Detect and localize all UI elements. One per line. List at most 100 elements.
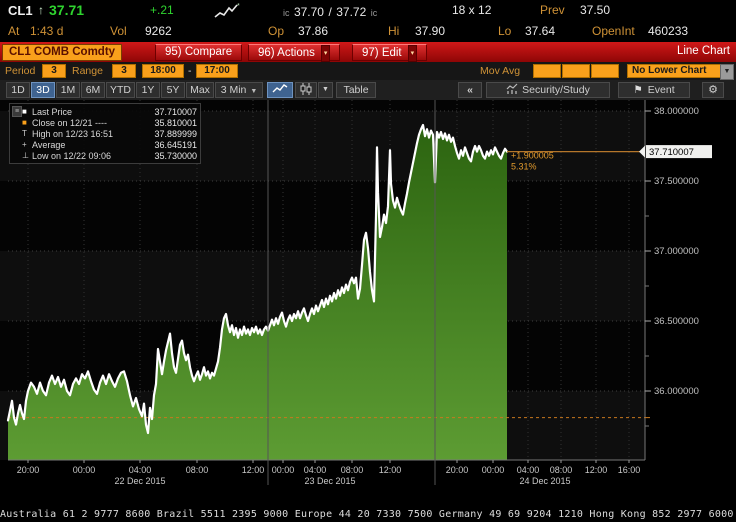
at-time: 1:43 d bbox=[30, 24, 64, 38]
legend-handle-button[interactable]: ≡ bbox=[12, 106, 22, 117]
svg-text:22 Dec 2015: 22 Dec 2015 bbox=[114, 476, 165, 486]
interval-caret-icon: ▼ bbox=[250, 88, 258, 95]
end-time-input[interactable]: 17:00 bbox=[196, 64, 238, 78]
edit-label: 97) Edit bbox=[362, 47, 402, 59]
legend-label: Low on 12/22 09:06 bbox=[32, 150, 112, 161]
svg-text:37.000000: 37.000000 bbox=[654, 246, 699, 257]
settings-bar: Period 3 Range 3 18:00 - 17:00 Mov Avg N… bbox=[0, 62, 736, 81]
low-label: Lo bbox=[498, 24, 512, 38]
mov-avg-input-1[interactable] bbox=[533, 64, 561, 78]
volume: 9262 bbox=[145, 24, 172, 38]
start-time-input[interactable]: 18:00 bbox=[142, 64, 184, 78]
svg-text:36.000000: 36.000000 bbox=[654, 386, 699, 397]
chart-area: 38.000000 37.500000 37.000000 36.500000 36.0… bbox=[0, 100, 736, 487]
range-button-3D[interactable]: 3D bbox=[31, 82, 55, 98]
table-button[interactable]: Table bbox=[336, 82, 376, 98]
sparkline-icon: * bbox=[214, 3, 240, 18]
candlestick-icon bbox=[300, 83, 312, 95]
range-button-YTD[interactable]: YTD bbox=[106, 82, 135, 98]
svg-text:23 Dec 2015: 23 Dec 2015 bbox=[304, 476, 355, 486]
svg-text:37.500000: 37.500000 bbox=[654, 176, 699, 187]
legend-label: High on 12/23 16:51 bbox=[32, 128, 114, 139]
svg-text:38.000000: 38.000000 bbox=[654, 106, 699, 117]
legend-row-2: T High on 12/23 16:51 37.889999 bbox=[22, 128, 197, 139]
line-chart-type-button[interactable] bbox=[267, 82, 293, 98]
svg-text:12:00: 12:00 bbox=[242, 465, 265, 475]
open-price: 37.86 bbox=[298, 24, 329, 38]
ask-suffix: ic bbox=[370, 8, 378, 18]
chart-settings-gear-button[interactable]: ⚙ bbox=[702, 82, 724, 98]
open-label: Op bbox=[268, 24, 285, 38]
flag-icon: ⚑ bbox=[633, 84, 643, 96]
quote-bar: CL1 ↑ 37.71 +.21 * ic 37.70 / 37.72 ic 1… bbox=[0, 0, 736, 22]
range-button-5Y[interactable]: 5Y bbox=[161, 82, 185, 98]
quote-separator: / bbox=[328, 5, 332, 19]
legend-value: 37.710007 bbox=[154, 106, 197, 117]
ask-price: 37.72 bbox=[336, 5, 367, 19]
range-button-Max[interactable]: Max bbox=[186, 82, 214, 98]
svg-text:00:00: 00:00 bbox=[73, 465, 96, 475]
edit-button[interactable]: 97) Edit ▾ bbox=[352, 44, 428, 62]
svg-text:20:00: 20:00 bbox=[446, 465, 469, 475]
range-button-1M[interactable]: 1M bbox=[56, 82, 80, 98]
footer-contact-line1: Australia 61 2 9777 8600 Brazil 5511 239… bbox=[0, 509, 734, 520]
bid-prefix: ic bbox=[283, 8, 290, 18]
lower-chart-caret-icon[interactable]: ▼ bbox=[720, 64, 734, 80]
actions-button[interactable]: 96) Actions ▾ bbox=[248, 44, 341, 62]
bid-ask-size: 18 x 12 bbox=[452, 3, 492, 17]
security-study-label: Security/Study bbox=[522, 84, 590, 96]
legend-value: 35.810001 bbox=[154, 117, 197, 128]
line-chart-icon bbox=[272, 84, 288, 93]
mov-avg-input-2[interactable] bbox=[562, 64, 590, 78]
range-button-6M[interactable]: 6M bbox=[81, 82, 105, 98]
range-input[interactable]: 3 bbox=[112, 64, 136, 78]
period-input[interactable]: 3 bbox=[42, 64, 66, 78]
price-change: +.21 bbox=[150, 3, 174, 17]
chart-type-label: Line Chart bbox=[676, 45, 730, 57]
event-label: Event bbox=[647, 84, 675, 96]
legend-value: 36.645191 bbox=[154, 139, 197, 150]
legend-marker-icon: T bbox=[22, 129, 27, 138]
price-chart[interactable]: 38.000000 37.500000 37.000000 36.500000 36.0… bbox=[0, 100, 736, 487]
openint-label: OpenInt bbox=[592, 24, 635, 38]
legend-marker-icon: ⊥ bbox=[22, 151, 29, 160]
study-icon bbox=[506, 83, 518, 94]
open-interest: 460233 bbox=[648, 24, 689, 38]
chart-toolbar: 1D 3D 1M 6M YTD 1Y 5Y Max 3 Min ▼ ▼ Table « Secu… bbox=[0, 80, 736, 101]
compare-button[interactable]: 95) Compare bbox=[155, 44, 243, 61]
legend-label: Last Price bbox=[32, 106, 73, 117]
lower-chart-select[interactable]: No Lower Chart bbox=[627, 64, 723, 78]
svg-text:*: * bbox=[237, 3, 240, 10]
bid-ask-quote: ic 37.70 / 37.72 ic bbox=[283, 3, 377, 21]
collapse-panel-button[interactable]: « bbox=[458, 82, 482, 98]
gear-icon: ⚙ bbox=[708, 84, 718, 96]
legend-value: 37.889999 bbox=[154, 128, 197, 139]
legend-label: Close on 12/21 ---- bbox=[32, 117, 108, 128]
mov-avg-input-3[interactable] bbox=[591, 64, 619, 78]
legend-marker-icon: ■ bbox=[22, 107, 27, 116]
chart-type-caret-icon[interactable]: ▼ bbox=[318, 82, 333, 98]
legend-marker-icon: ■ bbox=[22, 118, 27, 127]
mov-avg-label: Mov Avg bbox=[480, 65, 521, 77]
svg-text:+1.900005: +1.900005 bbox=[511, 151, 554, 161]
svg-text:04:00: 04:00 bbox=[129, 465, 152, 475]
legend-rows: ■ Last Price 37.710007 ■ Close on 12/21 ----… bbox=[22, 106, 197, 161]
svg-text:24 Dec 2015: 24 Dec 2015 bbox=[519, 476, 570, 486]
event-button[interactable]: ⚑ Event bbox=[618, 82, 690, 98]
legend-row-1: ■ Close on 12/21 ---- 35.810001 bbox=[22, 117, 197, 128]
candle-chart-type-button[interactable] bbox=[295, 82, 317, 98]
interval-select[interactable]: 3 Min ▼ bbox=[215, 82, 263, 98]
range-button-1D[interactable]: 1D bbox=[6, 82, 30, 98]
low-price: 37.64 bbox=[525, 24, 556, 38]
svg-text:36.500000: 36.500000 bbox=[654, 316, 699, 327]
range-button-1Y[interactable]: 1Y bbox=[136, 82, 160, 98]
svg-text:37.710007: 37.710007 bbox=[649, 147, 694, 158]
high-price: 37.90 bbox=[415, 24, 446, 38]
actions-label: 96) Actions bbox=[258, 47, 315, 59]
actions-caret-icon: ▾ bbox=[320, 45, 331, 62]
interval-label: 3 Min bbox=[220, 84, 247, 96]
uptick-arrow-icon: ↑ bbox=[38, 3, 44, 17]
ticker-field[interactable]: CL1 COMB Comdty bbox=[2, 44, 123, 61]
security-study-button[interactable]: Security/Study bbox=[486, 82, 610, 98]
